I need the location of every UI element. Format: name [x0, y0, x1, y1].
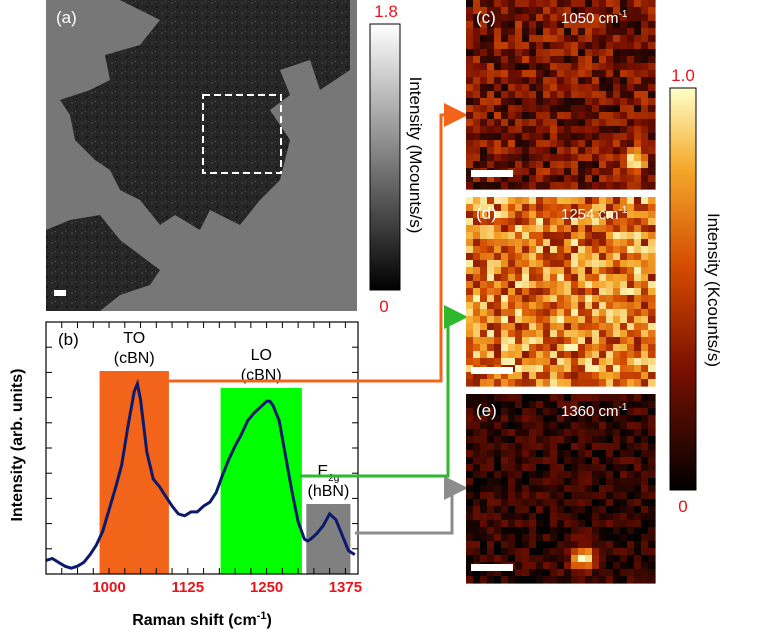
band-label-sub-0: (cBN) — [114, 350, 155, 367]
selection-box — [202, 94, 282, 174]
colorbar-a-min: 0 — [379, 297, 388, 316]
colorbar-right-min: 0 — [678, 497, 687, 516]
panel-c-label: (c) — [476, 8, 496, 27]
panel-d-label: (d) — [476, 204, 497, 223]
x-tick-label: 1375 — [329, 579, 362, 596]
band-0 — [99, 371, 169, 574]
scale-bar — [471, 367, 513, 374]
band-label-1: LO — [251, 347, 272, 364]
band-label-2: E2g — [317, 463, 339, 484]
colorbar-a: 1.8 0 Intensity (Mcounts/s) — [369, 2, 425, 316]
arrow-to-panel-d — [300, 305, 468, 478]
panel-d-wavenumber: 1254 cm-1 — [561, 205, 628, 223]
arrow-to-panel-e — [355, 476, 468, 535]
colorbar-a-label: Intensity (Mcounts/s) — [406, 77, 425, 234]
x-tick-label: 1000 — [92, 579, 125, 596]
panel-a-image: (a) — [46, 0, 357, 311]
panel-b-label: (b) — [58, 330, 79, 349]
band-label-sub-2: (hBN) — [307, 483, 349, 500]
band-label-0: TO — [123, 330, 145, 347]
colorbar-a-max: 1.8 — [374, 2, 398, 21]
colorbar-right-label: Intensity (Kcounts/s) — [704, 213, 723, 367]
panel-c-wavenumber: 1050 cm-1 — [561, 9, 628, 27]
x-tick-label: 1250 — [250, 579, 283, 596]
panel-b-chart: 1000 1125 1250 1375 TO(cBN) LO(cBN)E2g(hBN) … — [9, 321, 362, 629]
panel-c-map: (c) 1050 cm-1 — [466, 0, 656, 190]
y-axis-label: Intensity (arb. units) — [9, 369, 26, 522]
band-1 — [220, 388, 302, 574]
colorbar-right: 1.0 0 Intensity (Kcounts/s) — [669, 66, 723, 516]
panel-a-label: (a) — [56, 8, 77, 27]
panel-d-map: (d) 1254 cm-1 — [466, 197, 656, 387]
crystal-flake-bottom — [46, 215, 160, 311]
scale-bar — [471, 564, 513, 571]
connector-arrows — [165, 103, 468, 535]
x-axis-label: Raman shift (cm-1) — [132, 610, 272, 629]
panel-e-wavenumber: 1360 cm-1 — [561, 402, 628, 420]
colorbar-right-max: 1.0 — [671, 66, 695, 85]
x-tick-label: 1125 — [172, 579, 205, 596]
scale-bar — [54, 290, 66, 296]
scale-bar — [471, 170, 513, 177]
spectrum-line — [45, 378, 356, 570]
panel-e-label: (e) — [476, 401, 497, 420]
panel-e-map: (e) 1360 cm-1 — [466, 394, 656, 584]
arrow-to-panel-c — [165, 103, 468, 383]
